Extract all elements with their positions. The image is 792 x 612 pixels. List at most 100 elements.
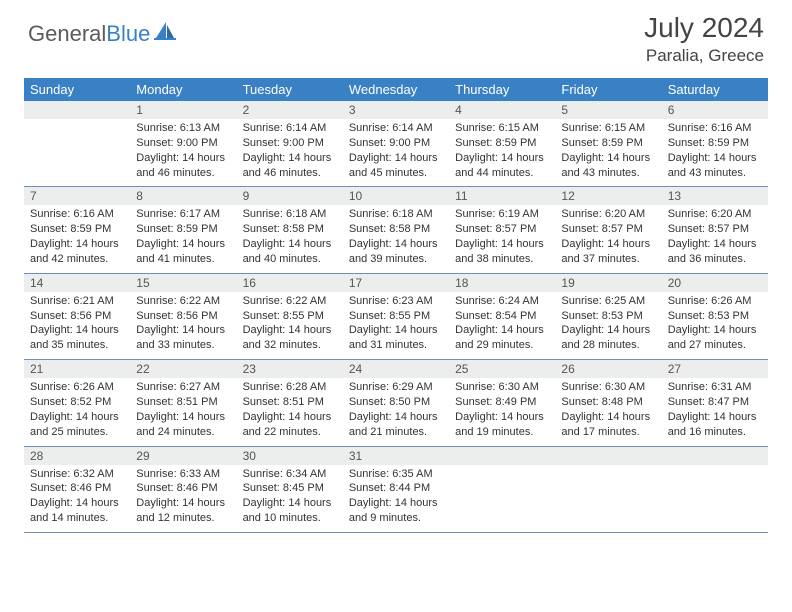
daylight-text: Daylight: 14 hours and 24 minutes. (136, 410, 230, 440)
day-number: 13 (662, 187, 768, 206)
logo-word-blue: Blue (106, 21, 150, 47)
sunset-text: Sunset: 8:46 PM (30, 481, 124, 496)
sunrise-text: Sunrise: 6:27 AM (136, 380, 230, 395)
sunset-text: Sunset: 8:59 PM (668, 136, 762, 151)
daynum-row: 123456 (24, 101, 768, 119)
sunset-text: Sunset: 8:58 PM (349, 222, 443, 237)
sunrise-text: Sunrise: 6:21 AM (30, 294, 124, 309)
sunset-text: Sunset: 8:57 PM (455, 222, 549, 237)
day-number: 3 (343, 101, 449, 119)
daynum-row: 21222324252627 (24, 360, 768, 379)
sunrise-text: Sunrise: 6:17 AM (136, 207, 230, 222)
day-details: Sunrise: 6:18 AMSunset: 8:58 PMDaylight:… (237, 205, 343, 273)
daylight-text: Daylight: 14 hours and 28 minutes. (561, 323, 655, 353)
sunset-text: Sunset: 8:51 PM (136, 395, 230, 410)
dow-friday: Friday (555, 78, 661, 101)
dow-saturday: Saturday (662, 78, 768, 101)
sunrise-text: Sunrise: 6:33 AM (136, 467, 230, 482)
sunrise-text: Sunrise: 6:16 AM (30, 207, 124, 222)
sunrise-text: Sunrise: 6:14 AM (349, 121, 443, 136)
sunset-text: Sunset: 8:45 PM (243, 481, 337, 496)
month-title: July 2024 (644, 12, 764, 44)
sunset-text: Sunset: 8:55 PM (349, 309, 443, 324)
sunrise-text: Sunrise: 6:15 AM (455, 121, 549, 136)
day-number: 2 (237, 101, 343, 119)
day-details (555, 465, 661, 533)
sunrise-text: Sunrise: 6:22 AM (243, 294, 337, 309)
sunset-text: Sunset: 8:57 PM (561, 222, 655, 237)
detail-row: Sunrise: 6:21 AMSunset: 8:56 PMDaylight:… (24, 292, 768, 360)
sunrise-text: Sunrise: 6:30 AM (561, 380, 655, 395)
day-number: 1 (130, 101, 236, 119)
daylight-text: Daylight: 14 hours and 16 minutes. (668, 410, 762, 440)
sunset-text: Sunset: 8:55 PM (243, 309, 337, 324)
sunrise-text: Sunrise: 6:25 AM (561, 294, 655, 309)
sunrise-text: Sunrise: 6:32 AM (30, 467, 124, 482)
day-details: Sunrise: 6:15 AMSunset: 8:59 PMDaylight:… (449, 119, 555, 187)
day-number: 11 (449, 187, 555, 206)
day-number: 16 (237, 273, 343, 292)
day-number: 22 (130, 360, 236, 379)
day-details: Sunrise: 6:35 AMSunset: 8:44 PMDaylight:… (343, 465, 449, 533)
day-details: Sunrise: 6:26 AMSunset: 8:52 PMDaylight:… (24, 378, 130, 446)
day-details: Sunrise: 6:20 AMSunset: 8:57 PMDaylight:… (555, 205, 661, 273)
day-number (662, 446, 768, 465)
daylight-text: Daylight: 14 hours and 12 minutes. (136, 496, 230, 526)
day-details: Sunrise: 6:16 AMSunset: 8:59 PMDaylight:… (24, 205, 130, 273)
daylight-text: Daylight: 14 hours and 29 minutes. (455, 323, 549, 353)
day-details: Sunrise: 6:17 AMSunset: 8:59 PMDaylight:… (130, 205, 236, 273)
daylight-text: Daylight: 14 hours and 22 minutes. (243, 410, 337, 440)
daylight-text: Daylight: 14 hours and 27 minutes. (668, 323, 762, 353)
day-number (449, 446, 555, 465)
day-number: 21 (24, 360, 130, 379)
day-number: 26 (555, 360, 661, 379)
calendar-body: 123456Sunrise: 6:13 AMSunset: 9:00 PMDay… (24, 101, 768, 532)
detail-row: Sunrise: 6:13 AMSunset: 9:00 PMDaylight:… (24, 119, 768, 187)
sunrise-text: Sunrise: 6:31 AM (668, 380, 762, 395)
sunrise-text: Sunrise: 6:26 AM (30, 380, 124, 395)
day-details: Sunrise: 6:14 AMSunset: 9:00 PMDaylight:… (343, 119, 449, 187)
daylight-text: Daylight: 14 hours and 44 minutes. (455, 151, 549, 181)
sunrise-text: Sunrise: 6:29 AM (349, 380, 443, 395)
day-number: 25 (449, 360, 555, 379)
sunrise-text: Sunrise: 6:14 AM (243, 121, 337, 136)
daylight-text: Daylight: 14 hours and 38 minutes. (455, 237, 549, 267)
day-details: Sunrise: 6:32 AMSunset: 8:46 PMDaylight:… (24, 465, 130, 533)
day-details: Sunrise: 6:25 AMSunset: 8:53 PMDaylight:… (555, 292, 661, 360)
day-details: Sunrise: 6:28 AMSunset: 8:51 PMDaylight:… (237, 378, 343, 446)
day-number: 9 (237, 187, 343, 206)
day-details: Sunrise: 6:18 AMSunset: 8:58 PMDaylight:… (343, 205, 449, 273)
dow-tuesday: Tuesday (237, 78, 343, 101)
sunrise-text: Sunrise: 6:35 AM (349, 467, 443, 482)
day-number: 20 (662, 273, 768, 292)
daylight-text: Daylight: 14 hours and 46 minutes. (136, 151, 230, 181)
detail-row: Sunrise: 6:26 AMSunset: 8:52 PMDaylight:… (24, 378, 768, 446)
day-number: 5 (555, 101, 661, 119)
sunset-text: Sunset: 9:00 PM (349, 136, 443, 151)
day-details: Sunrise: 6:30 AMSunset: 8:48 PMDaylight:… (555, 378, 661, 446)
day-number: 27 (662, 360, 768, 379)
location: Paralia, Greece (644, 46, 764, 66)
daylight-text: Daylight: 14 hours and 35 minutes. (30, 323, 124, 353)
day-number: 17 (343, 273, 449, 292)
sunrise-text: Sunrise: 6:22 AM (136, 294, 230, 309)
day-number (555, 446, 661, 465)
dow-sunday: Sunday (24, 78, 130, 101)
day-details (24, 119, 130, 187)
sunset-text: Sunset: 8:44 PM (349, 481, 443, 496)
day-details: Sunrise: 6:22 AMSunset: 8:56 PMDaylight:… (130, 292, 236, 360)
day-number: 7 (24, 187, 130, 206)
daylight-text: Daylight: 14 hours and 25 minutes. (30, 410, 124, 440)
sunset-text: Sunset: 8:59 PM (136, 222, 230, 237)
day-details: Sunrise: 6:15 AMSunset: 8:59 PMDaylight:… (555, 119, 661, 187)
day-number: 6 (662, 101, 768, 119)
sunset-text: Sunset: 8:57 PM (668, 222, 762, 237)
day-details: Sunrise: 6:16 AMSunset: 8:59 PMDaylight:… (662, 119, 768, 187)
daylight-text: Daylight: 14 hours and 10 minutes. (243, 496, 337, 526)
sunrise-text: Sunrise: 6:34 AM (243, 467, 337, 482)
detail-row: Sunrise: 6:16 AM Sunset: 8:59 PM Daylight:… (24, 205, 768, 273)
sunset-text: Sunset: 8:51 PM (243, 395, 337, 410)
day-details: Sunrise: 6:26 AMSunset: 8:53 PMDaylight:… (662, 292, 768, 360)
day-details: Sunrise: 6:30 AMSunset: 8:49 PMDaylight:… (449, 378, 555, 446)
daylight-text: Daylight: 14 hours and 42 minutes. (30, 237, 124, 267)
